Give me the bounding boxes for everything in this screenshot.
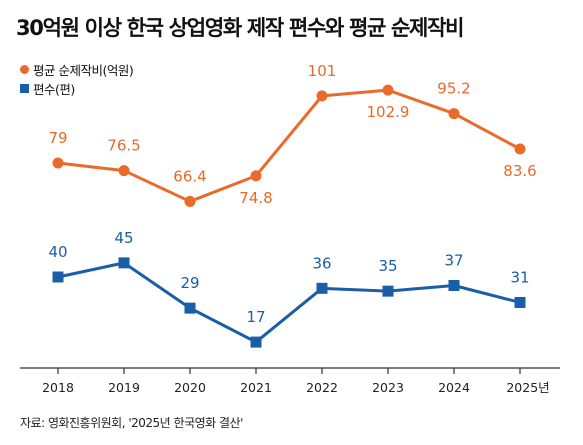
count-point [382, 285, 394, 297]
cost-point [514, 143, 526, 155]
cost-data-label: 74.8 [239, 189, 272, 207]
cost-data-label: 102.9 [367, 103, 410, 121]
count-data-label: 37 [444, 251, 463, 269]
chart-title: 30억원 이상 한국 상업영화 제작 편수와 평균 순제작비 [16, 16, 464, 40]
count-point [118, 257, 130, 269]
x-tick-label: 2019 [108, 380, 140, 395]
count-data-label: 35 [378, 257, 397, 275]
cost-line [57, 88, 521, 203]
legend-count-label: 편수(편) [33, 82, 75, 97]
cost-point [250, 170, 262, 182]
count-line [57, 261, 521, 344]
count-data-label: 36 [312, 254, 331, 272]
legend-count-marker [20, 84, 29, 93]
x-tick-label: 2021 [240, 380, 272, 395]
legend-cost-marker [20, 65, 29, 74]
cost-point [184, 195, 196, 207]
x-tick-label: 2018 [42, 380, 74, 395]
cost-data-label: 101 [308, 62, 337, 80]
cost-point [118, 165, 130, 177]
cost-point [52, 157, 64, 169]
x-tick-label: 2020 [174, 380, 206, 395]
cost-data-label: 83.6 [503, 162, 536, 180]
count-point [184, 302, 196, 314]
cost-data-label: 79 [48, 129, 67, 147]
count-data-label: 45 [114, 229, 133, 247]
source-note: 자료: 영화진흥위원회, '2025년 한국영화 결산' [20, 416, 243, 430]
cost-point [382, 84, 394, 96]
count-data-label: 17 [246, 308, 265, 326]
legend-item-cost: 평균 순제작비(억원) [20, 60, 134, 79]
x-tick-label: 2022 [306, 380, 338, 395]
cost-point [316, 90, 328, 102]
count-point [316, 282, 328, 294]
cost-data-label: 95.2 [437, 80, 470, 98]
cost-point [448, 108, 460, 120]
legend-cost-label: 평균 순제작비(억원) [33, 63, 134, 78]
cost-data-label: 76.5 [107, 137, 140, 155]
count-data-label: 40 [48, 243, 67, 261]
cost-data-label: 66.4 [173, 167, 206, 185]
count-point [514, 296, 526, 308]
x-tick-label: 2024 [438, 380, 470, 395]
count-point [52, 271, 64, 283]
x-tick-label: 2025년 [506, 380, 549, 395]
count-point [250, 336, 262, 348]
count-point [448, 279, 460, 291]
legend-item-count: 편수(편) [20, 79, 75, 98]
x-tick-label: 2023 [372, 380, 404, 395]
count-data-label: 31 [510, 268, 529, 286]
count-data-label: 29 [180, 274, 199, 292]
